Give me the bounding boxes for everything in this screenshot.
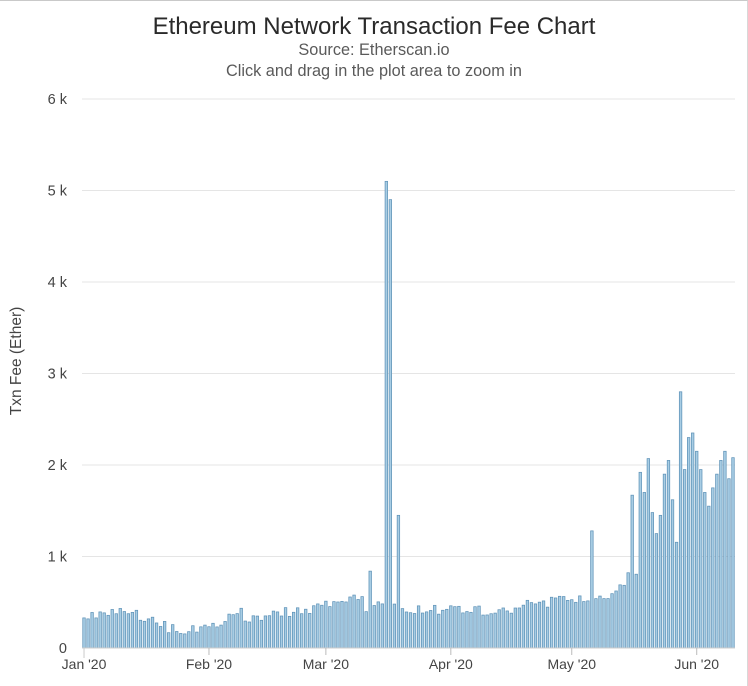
svg-text:Jun '20: Jun '20 [674, 656, 719, 672]
svg-text:6 k: 6 k [48, 92, 68, 108]
svg-text:5 k: 5 k [48, 184, 68, 200]
svg-text:0: 0 [59, 641, 67, 657]
svg-text:May '20: May '20 [547, 656, 596, 672]
svg-text:Jan '20: Jan '20 [62, 656, 107, 672]
svg-text:4 k: 4 k [48, 275, 68, 291]
svg-text:Mar '20: Mar '20 [303, 656, 349, 672]
svg-text:Feb '20: Feb '20 [186, 656, 232, 672]
svg-text:Apr '20: Apr '20 [429, 656, 473, 672]
svg-text:3 k: 3 k [48, 367, 68, 383]
svg-text:2 k: 2 k [48, 458, 68, 474]
svg-text:1 k: 1 k [48, 550, 68, 566]
